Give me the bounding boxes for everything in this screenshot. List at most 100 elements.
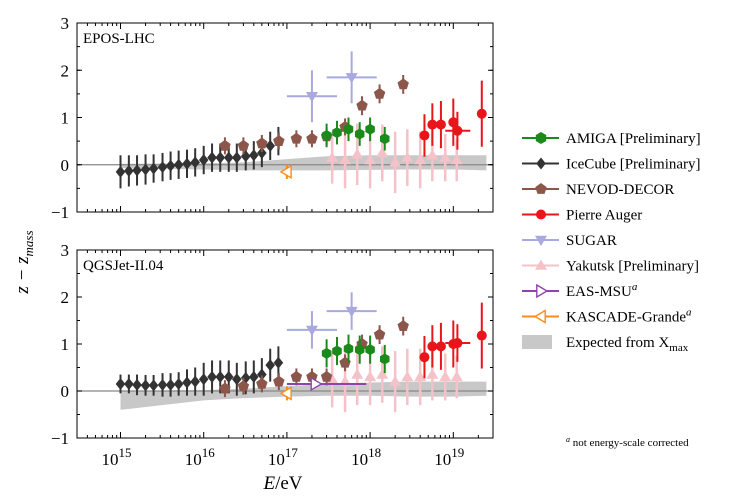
data-point (427, 119, 438, 130)
series-easmsu (286, 376, 367, 392)
data-point (115, 377, 126, 390)
legend-label-text: KASCADE-Grande (566, 310, 686, 326)
data-point (345, 306, 358, 318)
data-point (198, 373, 209, 386)
data-point (215, 370, 226, 383)
data-point (207, 151, 217, 164)
legend-label: SUGAR (566, 233, 617, 249)
data-point (351, 368, 364, 379)
series-amiga (321, 117, 390, 151)
data-point (223, 370, 234, 383)
x-tick-label: 1019 (434, 445, 464, 469)
x-tick-exponent: 15 (119, 445, 132, 460)
x-tick-base: 10 (185, 450, 202, 469)
data-point (343, 123, 354, 135)
data-point (356, 99, 368, 111)
x-tick-base: 10 (434, 450, 451, 469)
data-point (232, 151, 242, 164)
legend-label-text: AMIGA [Preliminary] (566, 131, 701, 147)
data-point (215, 151, 226, 164)
y-tick-label: 2 (61, 288, 70, 307)
legend-label-text: SUGAR (566, 233, 617, 249)
panel-epos-lhc: −1 0 1 2 3 EPOS-LHC (51, 14, 494, 222)
data-point (240, 371, 251, 384)
x-tick-label: 1018 (351, 445, 381, 469)
series-sugar (286, 51, 377, 123)
data-point (364, 154, 377, 165)
legend-label-sub: max (669, 342, 688, 354)
legend-label: Yakutsk [Preliminary] (566, 259, 699, 275)
y-tick-label: 2 (61, 61, 70, 80)
legend-label: Expected from Xmax (566, 335, 689, 354)
data-point (439, 370, 452, 382)
x-tick-base: 10 (351, 450, 368, 469)
data-point (279, 164, 292, 180)
data-point (207, 370, 217, 383)
legend-label: Pierre Auger (566, 208, 642, 224)
data-point (232, 373, 242, 386)
series-kascade (279, 164, 292, 180)
legend-marker (536, 209, 546, 220)
data-point (279, 386, 292, 401)
legend-item-nevod: NEVOD-DECOR (522, 182, 674, 198)
data-point (397, 320, 409, 331)
data-point (257, 368, 267, 381)
data-point (124, 377, 134, 390)
x-tick-base: 10 (102, 450, 119, 469)
legend-marker (533, 309, 546, 324)
data-point (379, 353, 390, 365)
x-tick-label: 1016 (185, 445, 216, 469)
data-point (414, 154, 427, 165)
series-yakutsk (326, 123, 463, 194)
legend-marker (535, 132, 547, 144)
data-point (345, 73, 358, 84)
data-point (373, 328, 386, 340)
data-point (354, 344, 365, 356)
data-point (435, 341, 446, 352)
data-point (190, 375, 200, 388)
data-point (452, 125, 463, 136)
x-tick-base: 10 (268, 450, 285, 469)
data-point (248, 149, 259, 162)
data-point (248, 370, 259, 383)
y-tick-label: −1 (51, 429, 69, 448)
data-point (376, 146, 389, 158)
data-point (290, 132, 303, 144)
y-tick-label: 0 (61, 382, 70, 401)
data-point (165, 159, 176, 172)
footnote: a not energy-scale corrected (566, 435, 689, 449)
legend-label: KASCADE-Grandea (566, 307, 692, 326)
data-point (365, 344, 375, 356)
data-point (450, 370, 463, 382)
legend-label-sup: a (686, 307, 692, 319)
legend-label-sup: a (632, 281, 638, 293)
legend-marker (535, 259, 547, 270)
data-point (256, 377, 268, 389)
data-point (290, 370, 303, 382)
data-point (273, 375, 285, 387)
data-point (132, 378, 142, 391)
data-point (439, 151, 452, 162)
legend-label-text: Yakutsk [Preliminary] (566, 259, 699, 275)
data-point (397, 78, 409, 90)
legend-label-text: Expected from X (566, 335, 669, 351)
x-tick-exponent: 16 (202, 445, 216, 460)
legend-swatch (522, 335, 552, 349)
x-axis-title: E/eV (262, 473, 302, 494)
data-point (124, 164, 134, 177)
data-point (320, 370, 333, 382)
legend-label-text: NEVOD-DECOR (566, 182, 674, 198)
data-point (414, 370, 427, 382)
panel-label: EPOS-LHC (83, 31, 155, 47)
data-point (321, 129, 332, 141)
data-point (419, 352, 430, 363)
data-point (165, 378, 176, 391)
legend-label: NEVOD-DECOR (566, 182, 674, 198)
data-point (401, 151, 414, 162)
legend-item-easmsu: EAS-MSUa (522, 281, 638, 300)
data-point (140, 163, 151, 176)
data-point (448, 117, 459, 128)
data-point (332, 345, 342, 357)
legend-item-amiga: AMIGA [Preliminary] (522, 131, 701, 147)
data-point (223, 151, 234, 164)
